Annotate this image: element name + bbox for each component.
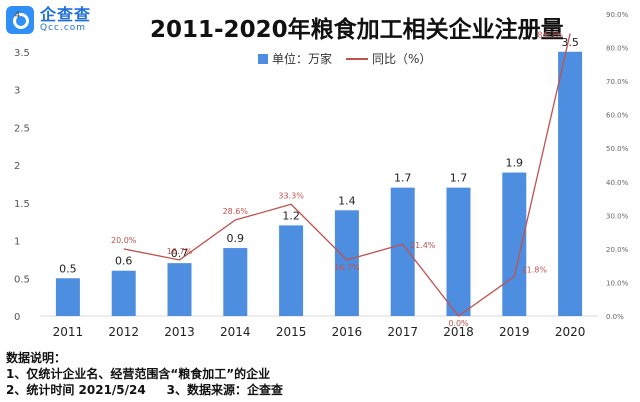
yoy-value-label: 33.3% bbox=[278, 191, 304, 200]
y-tick-label: 1 bbox=[14, 237, 20, 248]
y2-tick-label: 80.0% bbox=[606, 45, 629, 53]
y-tick-label: 2 bbox=[14, 161, 20, 172]
bar bbox=[502, 172, 527, 316]
x-tick-label: 2012 bbox=[108, 325, 139, 339]
bar-value-label: 1.7 bbox=[394, 172, 412, 185]
y-tick-label: 0.5 bbox=[14, 274, 30, 285]
y2-tick-label: 20.0% bbox=[606, 246, 629, 254]
data-notes: 数据说明： 1、仅统计企业名、经营范围含“粮食加工”的企业 2、统计时间 202… bbox=[6, 350, 283, 398]
bar bbox=[390, 187, 415, 316]
x-tick-label: 2016 bbox=[332, 325, 363, 339]
yoy-value-label: 16.7% bbox=[167, 247, 193, 256]
bar-value-label: 1.7 bbox=[450, 172, 468, 185]
y2-tick-label: 30.0% bbox=[606, 212, 629, 220]
bar bbox=[55, 278, 80, 316]
yoy-value-label: 16.7% bbox=[334, 263, 360, 272]
bar-value-label: 0.5 bbox=[59, 262, 77, 275]
y-tick-label: 0 bbox=[14, 312, 20, 323]
yoy-value-label: 28.6% bbox=[223, 207, 249, 216]
yoy-value-label: 11.8% bbox=[522, 265, 548, 274]
notes-heading: 数据说明： bbox=[6, 351, 67, 365]
legend-line-swatch bbox=[346, 57, 369, 60]
bar-value-label: 0.9 bbox=[227, 232, 245, 245]
y-tick-label: 3.5 bbox=[14, 48, 30, 59]
bar bbox=[446, 187, 471, 316]
bar-value-label: 1.2 bbox=[282, 209, 300, 222]
y2-tick-label: 50.0% bbox=[606, 145, 629, 153]
y-tick-label: 1.5 bbox=[14, 199, 30, 210]
bar bbox=[334, 210, 359, 316]
x-tick-label: 2018 bbox=[443, 325, 474, 339]
notes-line-1: 1、仅统计企业名、经营范围含“粮食加工”的企业 bbox=[6, 367, 271, 381]
bar-value-label: 0.6 bbox=[115, 255, 133, 268]
y2-tick-label: 10.0% bbox=[606, 279, 629, 287]
bar bbox=[167, 263, 192, 316]
y2-tick-label: 40.0% bbox=[606, 179, 629, 187]
logo-brand-cn: 企查查 bbox=[40, 4, 92, 24]
x-tick-label: 2014 bbox=[220, 325, 251, 339]
x-tick-label: 2019 bbox=[499, 325, 530, 339]
bar-value-label: 1.9 bbox=[506, 157, 524, 170]
bar-value-label: 1.4 bbox=[338, 194, 356, 207]
chart-legend: 单位：万家 同比（%） bbox=[258, 50, 431, 67]
y2-tick-label: 70.0% bbox=[606, 78, 629, 86]
yoy-value-label: 20.0% bbox=[111, 236, 137, 245]
y-tick-label: 3 bbox=[14, 86, 20, 97]
x-tick-label: 2017 bbox=[387, 325, 418, 339]
y2-tick-label: 0.0% bbox=[606, 313, 624, 321]
bar bbox=[558, 51, 583, 316]
yoy-value-label: 21.4% bbox=[410, 241, 436, 250]
x-tick-label: 2020 bbox=[555, 325, 586, 339]
y-tick-label: 4 bbox=[14, 10, 20, 21]
logo-brand-en: Qcc.com bbox=[40, 22, 87, 33]
legend-bar-label: 单位：万家 bbox=[272, 52, 333, 66]
x-tick-label: 2011 bbox=[53, 325, 84, 339]
qcc-logo-icon bbox=[6, 6, 34, 34]
x-tick-label: 2013 bbox=[164, 325, 195, 339]
y-tick-label: 2.5 bbox=[14, 123, 30, 134]
bar bbox=[279, 225, 304, 316]
bar bbox=[223, 248, 248, 316]
legend-line-label: 同比（%） bbox=[372, 52, 432, 66]
chart-title: 2011-2020年粮食加工相关企业注册量 bbox=[150, 17, 564, 43]
yoy-line bbox=[123, 33, 571, 317]
yoy-value-label: 84.2% bbox=[537, 30, 563, 39]
yoy-value-label: 0.0% bbox=[448, 319, 469, 328]
y2-tick-label: 90.0% bbox=[606, 11, 629, 19]
y2-tick-label: 60.0% bbox=[606, 112, 629, 120]
brand-logo: 企查查 Qcc.com bbox=[6, 6, 91, 34]
legend-bar-swatch bbox=[258, 53, 268, 64]
x-tick-label: 2015 bbox=[276, 325, 307, 339]
bar bbox=[111, 270, 136, 316]
bar-value-label: 3.5 bbox=[561, 36, 579, 49]
notes-line-2: 2、统计时间 2021/5/24 3、数据来源：企查查 bbox=[6, 383, 283, 397]
